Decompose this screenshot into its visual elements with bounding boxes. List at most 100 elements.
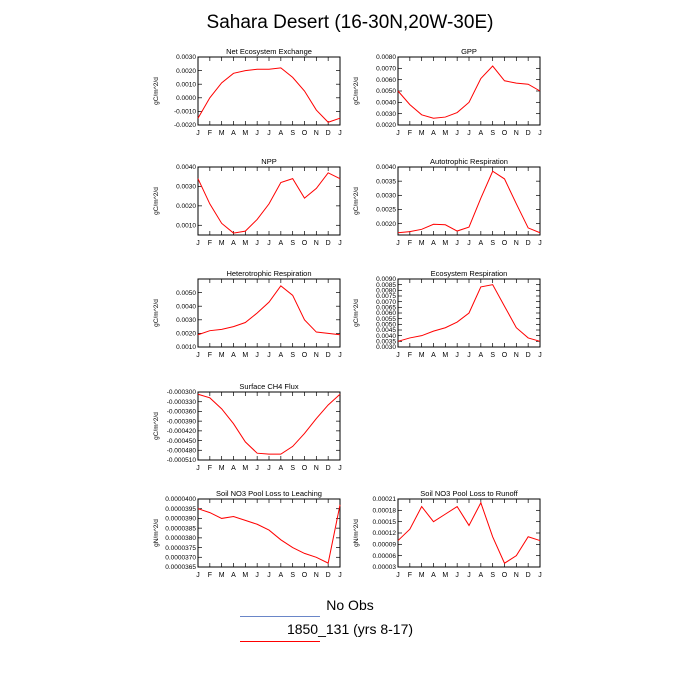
chart-title: GPP [461,47,477,56]
x-tick-label: J [267,240,271,247]
x-tick-label: M [242,130,248,137]
y-axis-label: gN/m^2/d [153,519,160,547]
x-tick-label: S [290,352,295,359]
x-tick-label: M [442,240,448,247]
series-line-model [197,504,341,564]
x-tick-label: J [396,240,400,247]
y-tick-label: 0.0025 [376,207,396,214]
x-tick-label: J [538,352,542,359]
x-tick-label: J [267,352,271,359]
y-tick-label: 0.0040 [176,164,196,171]
x-tick-label: J [267,130,271,137]
y-tick-label: -0.000510 [167,457,197,464]
y-tick-label: -0.000330 [167,399,197,406]
x-tick-label: M [219,352,225,359]
y-tick-label: 0.00003 [373,564,397,571]
x-tick-label: O [302,240,308,247]
y-tick-label: 0.0030 [376,111,396,118]
y-tick-label: 0.00006 [373,553,397,560]
x-tick-label: M [442,352,448,359]
x-tick-label: M [219,240,225,247]
x-tick-label: S [290,465,295,472]
x-tick-label: S [490,240,495,247]
plot-frame [197,166,341,236]
y-tick-label: 0.00012 [373,530,397,537]
y-axis-label: gN/m^2/d [353,519,360,547]
x-tick-label: N [514,130,519,137]
y-tick-label: 0.0010 [176,81,196,88]
legend-obs-line [240,616,320,617]
y-tick-label: 0.0055 [376,316,396,323]
series-line-model [397,65,541,119]
y-tick-label: -0.0010 [174,109,196,116]
chart-title: Soil NO3 Pool Loss to Leaching [216,489,322,498]
x-tick-label: M [242,572,248,579]
x-tick-label: J [196,572,200,579]
series-line-model [197,67,341,123]
x-tick-label: N [314,130,319,137]
y-tick-label: 0.0020 [376,221,396,228]
y-tick-label: 0.0030 [176,317,196,324]
y-tick-label: 0.0030 [176,54,196,61]
y-tick-label: 0.0000370 [165,554,196,561]
x-tick-label: J [267,572,271,579]
legend-model-line [240,641,320,642]
x-tick-label: O [502,572,508,579]
x-tick-label: J [455,130,459,137]
x-tick-label: J [255,465,259,472]
y-tick-label: 0.0070 [376,299,396,306]
chart-title: Ecosystem Respiration [431,269,508,278]
y-tick-label: -0.0020 [174,122,196,129]
x-tick-label: M [419,572,425,579]
y-tick-label: -0.000480 [167,447,197,454]
chart-title: Heterotrophic Respiration [226,269,311,278]
y-tick-label: 0.0035 [376,339,396,346]
y-tick-label: -0.000360 [167,409,197,416]
series-line-model [397,501,541,564]
y-tick-label: 0.00009 [373,542,397,549]
x-tick-label: A [231,465,236,472]
y-tick-label: 0.0000400 [165,496,196,503]
x-tick-label: N [514,572,519,579]
x-tick-label: N [314,240,319,247]
y-tick-label: 0.0020 [376,122,396,129]
series-line-model [197,285,341,336]
x-tick-label: J [467,352,471,359]
x-tick-label: A [278,130,283,137]
y-tick-label: 0.0045 [376,327,396,334]
x-tick-label: M [219,130,225,137]
series-line-model [197,172,341,234]
y-tick-label: -0.000450 [167,438,197,445]
x-tick-label: A [431,572,436,579]
x-tick-label: J [467,572,471,579]
x-tick-label: D [526,240,531,247]
x-tick-label: J [255,130,259,137]
y-tick-label: 0.0060 [376,310,396,317]
x-tick-label: S [290,240,295,247]
y-tick-label: 0.0070 [376,66,396,73]
y-tick-label: 0.0065 [376,305,396,312]
x-tick-label: J [396,130,400,137]
y-tick-label: 0.0020 [176,68,196,75]
x-tick-label: A [278,240,283,247]
x-tick-label: J [196,465,200,472]
x-tick-label: F [408,572,412,579]
plot-frame [197,498,341,568]
y-tick-label: 0.0030 [376,344,396,351]
y-tick-label: -0.000420 [167,428,197,435]
x-tick-label: N [314,465,319,472]
x-tick-label: A [278,465,283,472]
x-tick-label: O [302,352,308,359]
y-axis-label: gC/m^2/d [153,77,160,105]
y-tick-label: 0.0040 [376,164,396,171]
x-tick-label: N [514,352,519,359]
x-tick-label: J [196,240,200,247]
x-tick-label: A [231,130,236,137]
plot-frame [397,56,541,126]
y-tick-label: 0.0010 [176,222,196,229]
x-tick-label: A [231,240,236,247]
legend-model-label: 1850_131 (yrs 8-17) [286,621,414,637]
plot-frame [397,498,541,568]
